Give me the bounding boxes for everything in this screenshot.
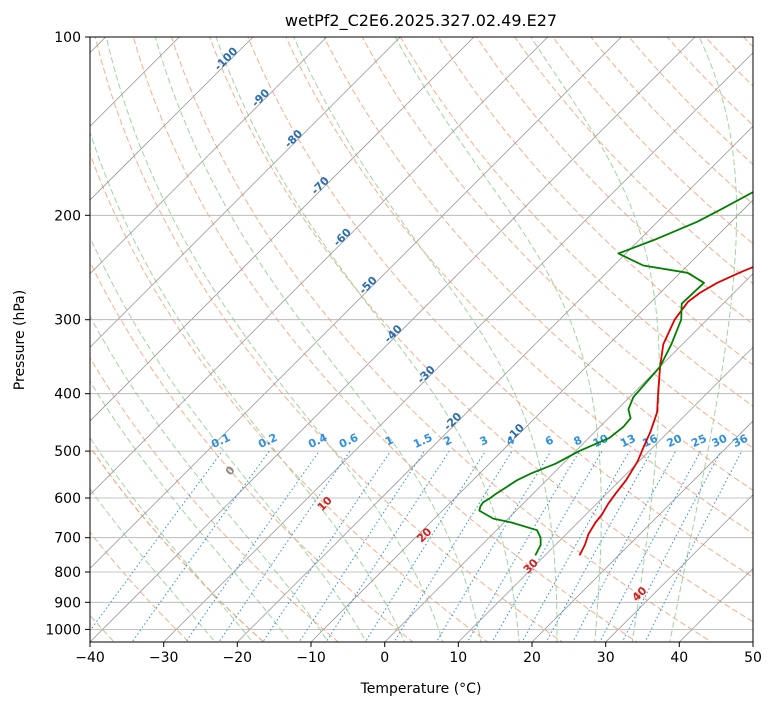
- isotherm-line: [236, 125, 753, 642]
- x-tick-label: 30: [597, 650, 615, 666]
- dry-adiabat-line: [323, 37, 753, 491]
- mixing-ratio-line: [545, 450, 653, 642]
- isotherm-line: [90, 37, 254, 201]
- plot-area: [90, 37, 753, 642]
- x-tick-label: −40: [75, 650, 105, 666]
- y-tick-label: 600: [54, 491, 81, 507]
- x-axis: −40 −30 −20 −10 0 10 20 30 40 50: [75, 642, 762, 666]
- y-tick-label: 300: [54, 313, 81, 329]
- mixing-ratio-line: [325, 450, 450, 642]
- dry-adiabat-line: [94, 37, 564, 642]
- mixing-ratio-line: [393, 450, 513, 642]
- mixing-ratio-label: 25: [689, 432, 708, 450]
- isotherm-line: [310, 199, 753, 642]
- dry-adiabat-line: [247, 37, 753, 578]
- isotherm-line: [384, 273, 753, 642]
- pressure-gridlines: [90, 37, 753, 630]
- isotherm-line: [531, 420, 753, 642]
- isotherm-line: [457, 346, 753, 642]
- y-axis-label: Pressure (hPa): [12, 290, 28, 390]
- mixing-ratio-line: [572, 450, 677, 642]
- dry-adiabat-line: [170, 37, 713, 642]
- x-tick-label: −30: [149, 650, 179, 666]
- mixing-ratio-lines: [90, 450, 743, 642]
- x-tick-label: 0: [380, 650, 389, 666]
- dry-adiabat-line: [361, 37, 753, 449]
- isotherm-line: [163, 52, 753, 642]
- temperature-profile-line: [578, 266, 753, 556]
- isotherm-line: [90, 37, 622, 569]
- isotherm-line: [90, 37, 475, 422]
- mixing-ratio-line: [298, 450, 425, 642]
- isotherm-line: [90, 37, 401, 348]
- isotherm-line: [90, 37, 180, 127]
- x-tick-label: 20: [523, 650, 541, 666]
- y-tick-label: 400: [54, 387, 81, 403]
- chart-title: wetPf2_C2E6.2025.327.02.49.E27: [285, 11, 557, 31]
- y-tick-label: 900: [54, 595, 81, 611]
- dry-adiabat-line: [437, 37, 753, 366]
- isotherm-line: [90, 37, 549, 496]
- mixing-ratio-line: [599, 450, 701, 642]
- dry-adiabats: [90, 37, 753, 642]
- y-tick-label: 700: [54, 531, 81, 547]
- mixing-ratio-line: [131, 450, 270, 642]
- x-tick-label: −10: [296, 650, 326, 666]
- mixing-ratio-line: [466, 450, 580, 642]
- dry-adiabat-line: [132, 37, 638, 642]
- mixing-ratio-line: [218, 450, 351, 642]
- dry-adiabat-line: [90, 260, 414, 642]
- isotherm-line: [90, 37, 696, 642]
- x-tick-label: 40: [670, 650, 688, 666]
- x-tick-label: −20: [223, 650, 253, 666]
- mixing-ratio-label: 20: [665, 432, 685, 450]
- isotherms: [90, 37, 753, 642]
- dry-adiabat-line: [90, 446, 265, 642]
- x-axis-label: Temperature (°C): [360, 681, 482, 697]
- plot-frame: [89, 36, 754, 643]
- y-tick-label: 500: [54, 444, 81, 460]
- mixing-ratio-label: 36: [731, 432, 751, 450]
- isotherm-line: [605, 494, 753, 642]
- dry-adiabat-line: [209, 37, 753, 623]
- y-axis: 100 200 300 400 500 600 700 800 900 1000: [45, 30, 90, 638]
- mixing-ratio-label: 30: [710, 432, 730, 450]
- mixing-ratio-label: 16: [640, 432, 660, 450]
- y-tick-label: 100: [54, 30, 81, 46]
- moist-adiabat-line: [215, 37, 520, 642]
- x-tick-label: 10: [449, 650, 467, 666]
- isotherm-line: [90, 37, 328, 275]
- mixing-ratio-line: [435, 450, 552, 642]
- mixing-ratio-label: 13: [618, 432, 637, 450]
- dry-adiabat-line: [476, 37, 753, 325]
- y-tick-label: 1000: [45, 622, 81, 638]
- dewpoint-profile-line: [478, 191, 753, 556]
- dry-adiabat-line: [90, 356, 340, 642]
- moist-adiabat-line: [669, 37, 738, 642]
- y-tick-label: 800: [54, 565, 81, 581]
- mixing-ratio-line: [364, 450, 486, 642]
- data-series: [478, 191, 753, 556]
- mixing-ratio-line: [491, 450, 603, 642]
- mixing-ratio-line: [262, 450, 392, 642]
- y-tick-label: 200: [54, 208, 81, 224]
- x-tick-label: 50: [744, 650, 762, 666]
